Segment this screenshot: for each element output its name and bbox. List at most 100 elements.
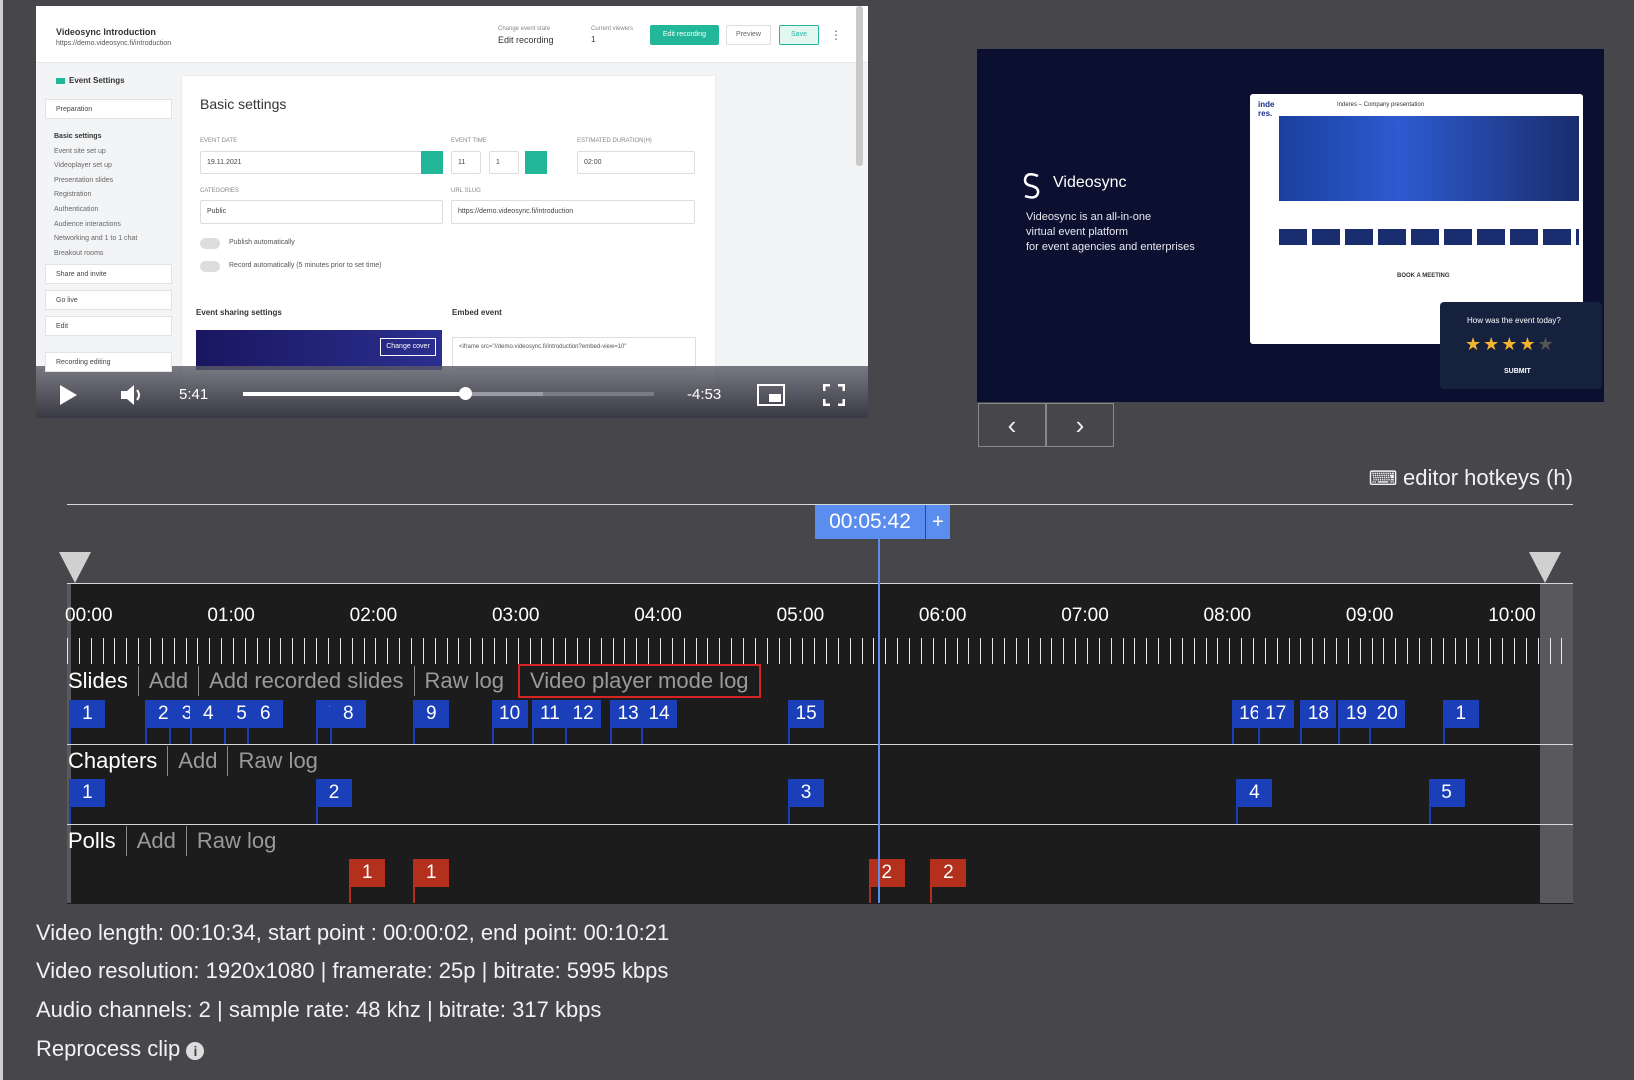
track-action[interactable]: Add recorded slides: [198, 666, 413, 696]
settings-icon: [56, 78, 65, 84]
minor-tick: [909, 638, 911, 664]
track-action[interactable]: Add: [137, 666, 198, 696]
sidebar-item[interactable]: Audience interactions: [54, 220, 121, 228]
marker[interactable]: 12: [565, 700, 602, 728]
rating-stars[interactable]: ★★★★★: [1465, 334, 1556, 354]
clock-button[interactable]: [525, 151, 547, 174]
marker[interactable]: 11: [531, 700, 568, 728]
category-input[interactable]: Public: [200, 200, 443, 224]
minor-tick: [233, 638, 235, 664]
timeline-top-line: [67, 504, 1573, 505]
marker[interactable]: 3: [788, 779, 825, 807]
reprocess-link[interactable]: Reprocess clip i: [36, 1036, 205, 1062]
start-handle[interactable]: [59, 552, 91, 583]
marker[interactable]: 13: [610, 700, 647, 728]
marker[interactable]: 17: [1257, 700, 1294, 728]
minor-tick: [482, 638, 484, 664]
marker[interactable]: 8: [330, 700, 367, 728]
track-action[interactable]: Raw log: [413, 666, 514, 696]
marker[interactable]: 4: [190, 700, 227, 728]
keyboard-icon: ⌨: [1368, 468, 1404, 490]
state-value[interactable]: Edit recording: [498, 35, 554, 45]
marker[interactable]: 4: [1236, 779, 1273, 807]
marker[interactable]: 1: [69, 700, 106, 728]
sidebar-item[interactable]: Authentication: [54, 206, 99, 213]
sidebar-item[interactable]: Basic settings: [54, 133, 102, 140]
toggle[interactable]: [200, 238, 220, 249]
rating-popup: [1440, 302, 1602, 389]
prev-slide-button[interactable]: ‹: [978, 403, 1046, 447]
fullscreen-button[interactable]: [823, 384, 845, 406]
marker[interactable]: 18: [1300, 700, 1337, 728]
minor-tick: [434, 638, 436, 664]
marker[interactable]: 1: [1442, 700, 1479, 728]
marker[interactable]: 10: [491, 700, 528, 728]
duration-input[interactable]: 02:00: [577, 151, 695, 174]
marker[interactable]: 2: [930, 859, 967, 887]
add-at-playhead[interactable]: +: [926, 505, 950, 539]
change-cover-button[interactable]: Change cover: [380, 338, 436, 356]
track-action[interactable]: Video player mode log: [518, 664, 761, 698]
hour-input[interactable]: 11: [451, 151, 481, 174]
marker[interactable]: 2: [868, 859, 905, 887]
minute-input[interactable]: 1: [489, 151, 519, 174]
marker[interactable]: 14: [641, 700, 678, 728]
slug-input[interactable]: https://demo.videosync.fi/introduction: [451, 200, 695, 224]
subheading: Embed event: [452, 308, 502, 317]
toggle[interactable]: [200, 261, 220, 272]
track-action[interactable]: Add: [167, 746, 227, 776]
minor-tick: [885, 638, 887, 664]
marker[interactable]: 1: [69, 779, 106, 807]
volume-button[interactable]: [119, 383, 145, 407]
sidebar-item[interactable]: Networking and 1 to 1 chat: [54, 235, 138, 243]
sidebar-section[interactable]: Share and invite: [45, 264, 172, 284]
marker[interactable]: 6: [247, 700, 284, 728]
minor-tick: [1181, 638, 1183, 664]
sidebar-item[interactable]: Event site set up: [54, 147, 106, 155]
preview-button[interactable]: Preview: [726, 25, 771, 45]
marker[interactable]: 15: [788, 700, 825, 728]
sidebar-section[interactable]: Go live: [45, 290, 172, 310]
hotkeys-text: editor hotkeys (h): [1403, 465, 1573, 490]
end-handle[interactable]: [1529, 552, 1561, 583]
pip-button[interactable]: [757, 384, 785, 406]
sidebar-section[interactable]: Edit: [45, 316, 172, 336]
marker[interactable]: 5: [1428, 779, 1465, 807]
minor-tick: [256, 638, 258, 664]
marker[interactable]: 19: [1338, 700, 1375, 728]
marker[interactable]: 1: [413, 859, 450, 887]
marker[interactable]: 9: [413, 700, 450, 728]
date-input[interactable]: 19.11.2021: [200, 151, 443, 174]
scrollbar[interactable]: [856, 6, 863, 166]
track-header: Chapters Add Raw log: [68, 746, 328, 776]
sidebar-item[interactable]: Registration: [54, 191, 92, 199]
sidebar-item[interactable]: Videoplayer set up: [54, 162, 112, 170]
next-slide-button[interactable]: ›: [1046, 403, 1114, 447]
progress-knob[interactable]: [459, 387, 472, 400]
track-action[interactable]: Raw log: [185, 826, 286, 856]
sidebar-group[interactable]: Preparation: [45, 99, 172, 119]
play-button[interactable]: [58, 384, 78, 406]
track-action[interactable]: Raw log: [227, 746, 327, 776]
event-title: Videosync Introduction: [56, 27, 156, 37]
more-menu[interactable]: ⋮: [830, 28, 842, 42]
track-action[interactable]: Add: [125, 826, 186, 856]
minor-tick: [956, 638, 958, 664]
sidebar-item[interactable]: Breakout rooms: [54, 249, 104, 257]
marker[interactable]: 2: [316, 779, 353, 807]
calendar-button[interactable]: [421, 151, 443, 174]
save-button[interactable]: Save: [779, 25, 819, 45]
video-player[interactable]: Videosync Introduction https://demo.vide…: [36, 6, 868, 418]
sidebar-item[interactable]: Presentation slides: [54, 176, 114, 184]
marker[interactable]: 20: [1369, 700, 1406, 728]
minor-tick: [470, 638, 472, 664]
edit-recording-button[interactable]: Edit recording: [650, 25, 719, 45]
hotkeys-link[interactable]: ⌨ editor hotkeys (h): [1369, 465, 1573, 491]
minor-tick: [1490, 638, 1492, 664]
minor-tick: [576, 638, 578, 664]
rating-submit[interactable]: SUBMIT: [1504, 368, 1531, 375]
minor-tick: [873, 638, 875, 664]
sidebar-section[interactable]: Recording editing: [45, 352, 172, 372]
info-icon[interactable]: i: [186, 1042, 205, 1060]
marker[interactable]: 1: [349, 859, 386, 887]
